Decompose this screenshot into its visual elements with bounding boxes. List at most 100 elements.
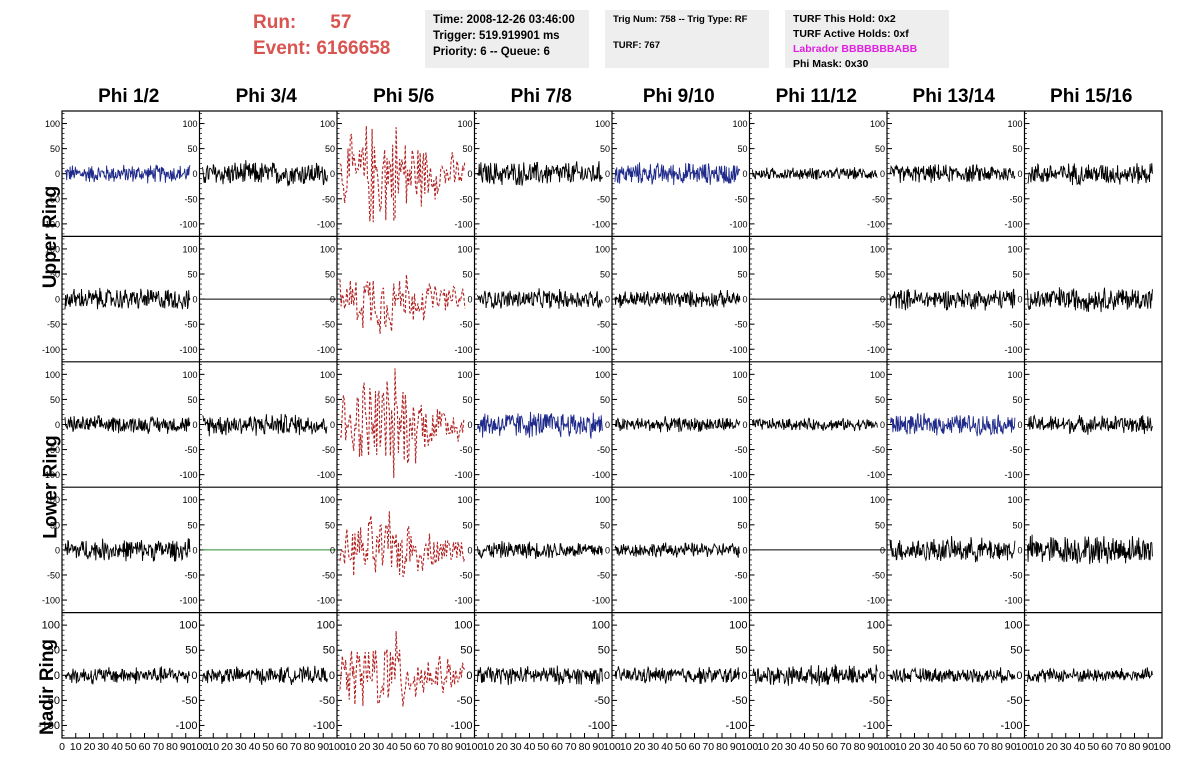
y-tick-label: -100	[1000, 720, 1022, 732]
x-tick-label: 60	[964, 741, 976, 753]
y-tick-label: 0	[742, 169, 747, 179]
y-tick-label: -50	[47, 445, 60, 455]
y-tick-label: 0	[330, 420, 335, 430]
y-tick-label: -100	[454, 219, 472, 229]
run-line: Run: 57	[253, 10, 390, 36]
x-tick-label: 70	[152, 741, 164, 753]
y-tick-label: 0	[1017, 420, 1022, 430]
waveform-trace	[1027, 414, 1153, 435]
y-tick-label: -100	[179, 596, 197, 606]
y-tick-label: -50	[1009, 445, 1022, 455]
y-tick-label: 100	[729, 620, 747, 632]
y-tick-label: 0	[192, 295, 197, 305]
y-tick-label: 100	[182, 370, 197, 380]
x-tick-label: 40	[1074, 741, 1086, 753]
x-tick-label: 80	[304, 741, 316, 753]
y-tick-label: -50	[47, 570, 60, 580]
waveform-trace	[889, 413, 1016, 437]
y-tick-label: 50	[187, 270, 197, 280]
y-tick-label: 50	[1012, 520, 1022, 530]
y-tick-label: 50	[323, 645, 335, 657]
waveform-trace	[889, 164, 1016, 183]
x-tick-label: 100	[328, 741, 346, 753]
waveform-trace	[477, 411, 603, 439]
y-tick-label: -100	[1004, 219, 1022, 229]
x-tick-label: 10	[757, 741, 769, 753]
y-tick-label: -100	[454, 596, 472, 606]
x-tick-label: 80	[441, 741, 453, 753]
x-tick-label: 30	[922, 741, 934, 753]
x-tick-label: 80	[579, 741, 591, 753]
x-tick-label: 50	[262, 741, 274, 753]
x-tick-label: 70	[840, 741, 852, 753]
y-tick-label: -100	[317, 596, 335, 606]
y-tick-label: 0	[605, 295, 610, 305]
y-tick-label: 100	[595, 244, 610, 254]
y-tick-label: 0	[880, 545, 885, 555]
y-tick-label: -100	[592, 470, 610, 480]
y-tick-label: -100	[317, 219, 335, 229]
x-tick-label: 30	[1060, 741, 1072, 753]
y-tick-label: 100	[457, 119, 472, 129]
y-tick-label: 50	[737, 144, 747, 154]
x-tick-label: 100	[191, 741, 209, 753]
turf-active-holds: TURF Active Holds: 0xf	[793, 28, 909, 40]
y-tick-label: 100	[45, 495, 60, 505]
col-header-phi-9-10: Phi 9/10	[642, 86, 715, 107]
y-tick-label: 50	[325, 520, 335, 530]
x-tick-label: 50	[125, 741, 137, 753]
waveform-trace	[64, 164, 191, 184]
y-tick-label: 0	[742, 295, 747, 305]
waveform-trace	[339, 274, 466, 334]
y-tick-label: 0	[55, 545, 60, 555]
waveform-trace	[64, 287, 191, 310]
x-tick-label: 30	[785, 741, 797, 753]
x-tick-label: 100	[1016, 741, 1034, 753]
y-tick-label: 0	[55, 295, 60, 305]
y-tick-label: 100	[732, 244, 747, 254]
y-tick-label: -100	[317, 470, 335, 480]
y-tick-label: 100	[595, 495, 610, 505]
y-tick-label: 0	[329, 670, 335, 682]
x-tick-label: 80	[1129, 741, 1141, 753]
y-tick-label: 0	[54, 670, 60, 682]
x-tick-label: 100	[741, 741, 759, 753]
y-tick-label: 0	[1017, 545, 1022, 555]
x-tick-label: 20	[1046, 741, 1058, 753]
y-tick-label: 100	[1007, 495, 1022, 505]
y-tick-label: -50	[1009, 320, 1022, 330]
waveform-trace	[752, 417, 878, 432]
waveform-trace	[1027, 534, 1153, 565]
x-tick-label: 70	[427, 741, 439, 753]
y-tick-label: -100	[867, 345, 885, 355]
y-tick-label: 50	[185, 645, 197, 657]
y-tick-label: 0	[55, 169, 60, 179]
turf-info-box: TURF This Hold: 0x2 TURF Active Holds: 0…	[785, 10, 949, 70]
y-tick-label: 50	[600, 144, 610, 154]
y-tick-label: -100	[454, 470, 472, 480]
y-tick-label: 100	[320, 370, 335, 380]
x-tick-label: 10	[482, 741, 494, 753]
y-tick-label: 50	[50, 395, 60, 405]
col-header-phi-7-8: Phi 7/8	[510, 86, 572, 107]
col-header-phi-1-2: Phi 1/2	[98, 86, 160, 107]
x-tick-label: 100	[466, 741, 484, 753]
y-tick-label: 50	[873, 645, 885, 657]
y-tick-label: 100	[1007, 119, 1022, 129]
waveform-trace	[1027, 667, 1153, 683]
x-tick-label: 60	[414, 741, 426, 753]
y-tick-label: 50	[875, 395, 885, 405]
y-tick-label: 0	[741, 670, 747, 682]
waveform-trace	[64, 538, 191, 562]
y-tick-label: 100	[732, 370, 747, 380]
waveform-trace	[339, 631, 466, 707]
y-tick-label: 0	[605, 169, 610, 179]
event-label: Event:	[253, 38, 312, 59]
x-tick-label: 80	[166, 741, 178, 753]
y-tick-label: -100	[863, 720, 885, 732]
x-tick-label: 40	[249, 741, 261, 753]
x-tick-label: 100	[603, 741, 621, 753]
y-tick-label: 100	[182, 244, 197, 254]
y-tick-label: -50	[597, 320, 610, 330]
event-line: Event: 6166658	[253, 36, 390, 62]
